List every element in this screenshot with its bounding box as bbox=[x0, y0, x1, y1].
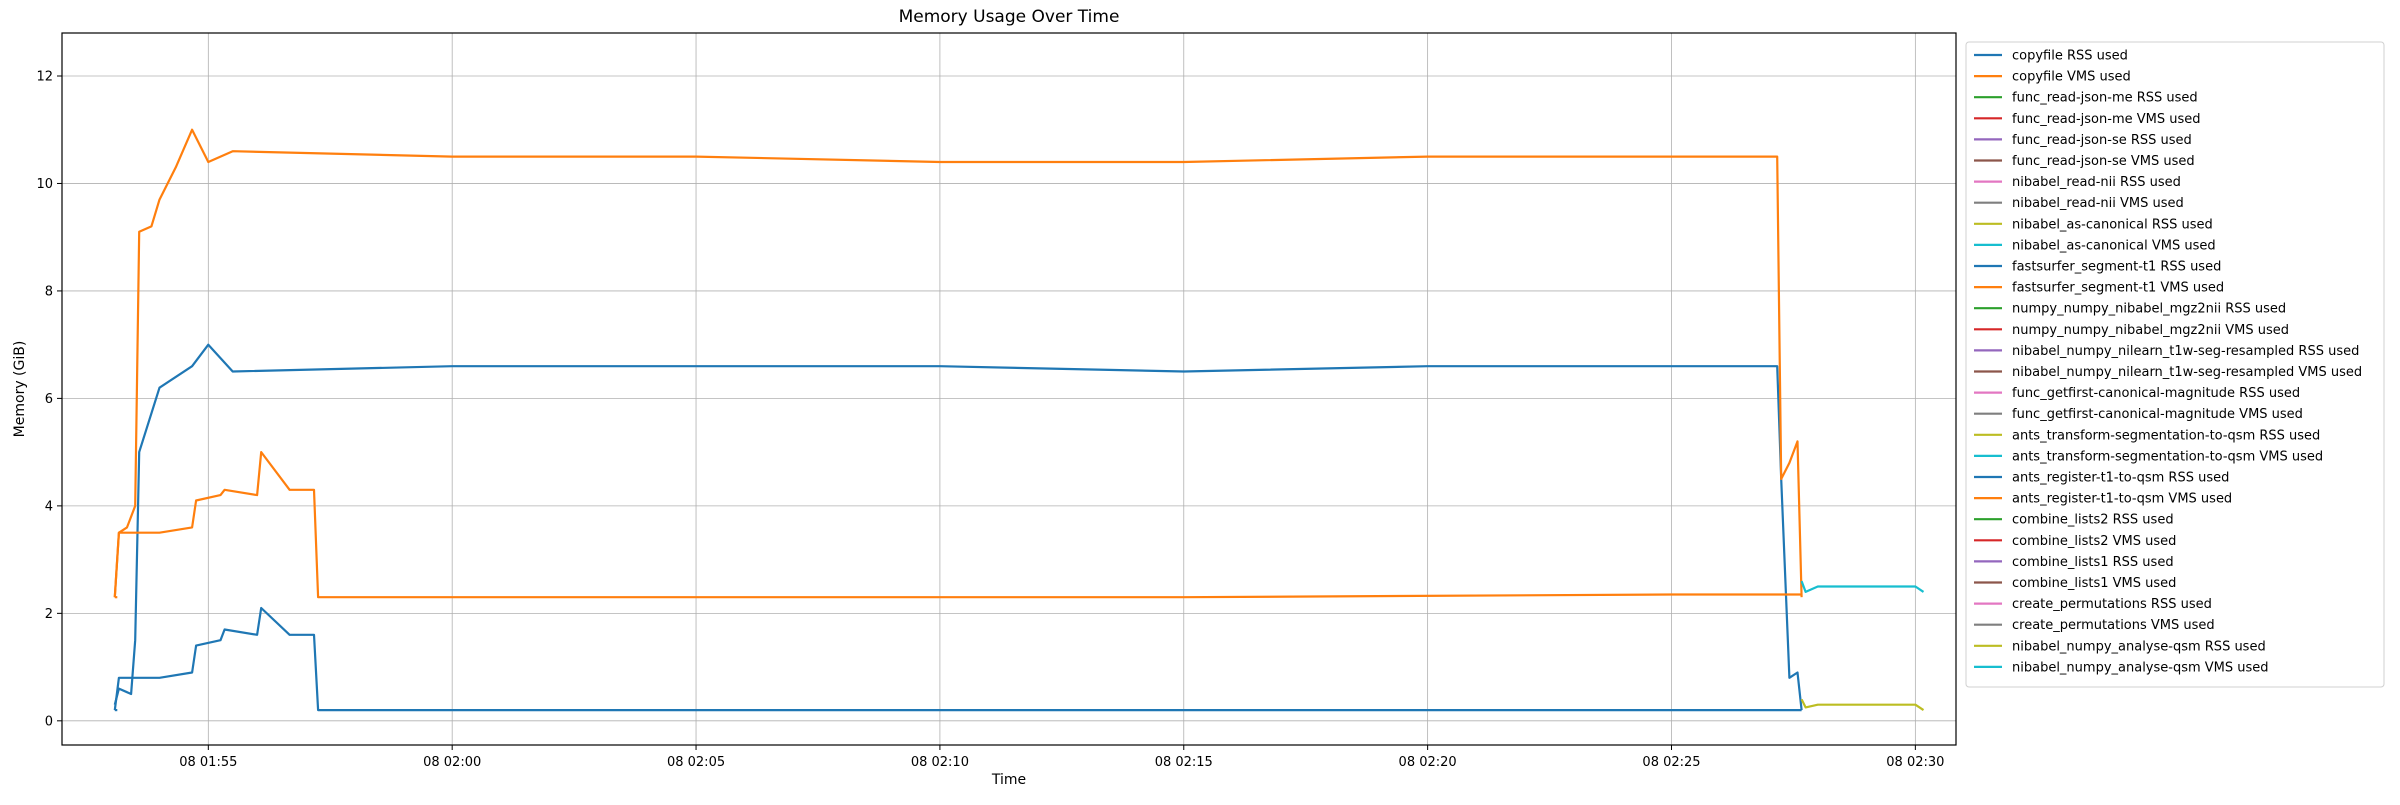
x-tick-label: 08 02:10 bbox=[911, 755, 969, 770]
legend-label: copyfile RSS used bbox=[2012, 49, 2128, 64]
legend-label: nibabel_as-canonical RSS used bbox=[2012, 217, 2213, 232]
legend-label: fastsurfer_segment-t1 VMS used bbox=[2012, 281, 2224, 296]
legend: copyfile RSS used copyfile VMS used func_r… bbox=[1965, 41, 2385, 688]
grid-lines bbox=[62, 33, 1956, 745]
legend-label: numpy_numpy_nibabel_mgz2nii RSS used bbox=[2012, 302, 2286, 317]
y-tick-label: 12 bbox=[36, 69, 53, 84]
x-tick-label: 08 02:20 bbox=[1399, 755, 1457, 770]
legend-label: ants_transform-segmentation-to-qsm VMS u… bbox=[2012, 449, 2323, 464]
legend-label: copyfile VMS used bbox=[2012, 70, 2131, 85]
x-tick-label: 08 02:25 bbox=[1642, 755, 1700, 770]
y-tick-label: 10 bbox=[36, 177, 53, 192]
series-line-28 bbox=[1800, 698, 1925, 712]
y-axis-ticks: 0 2 4 6 8 10 12 bbox=[36, 69, 62, 729]
x-tick-label: 08 01:55 bbox=[179, 755, 237, 770]
legend-label: combine_lists2 RSS used bbox=[2012, 513, 2174, 528]
y-tick-label: 0 bbox=[45, 714, 53, 729]
legend-label: create_permutations VMS used bbox=[2012, 618, 2215, 633]
x-tick-label: 08 02:00 bbox=[423, 755, 481, 770]
legend-label: ants_register-t1-to-qsm RSS used bbox=[2012, 471, 2229, 486]
plot-frame bbox=[61, 32, 1957, 746]
legend-box bbox=[1965, 41, 2385, 688]
y-tick-label: 6 bbox=[45, 392, 53, 407]
x-axis-ticks: 08 01:55 08 02:00 08 02:05 08 02:10 08 02:15… bbox=[179, 745, 1944, 770]
legend-label: nibabel_numpy_nilearn_t1w-seg-resampled … bbox=[2012, 344, 2359, 359]
legend-label: combine_lists1 VMS used bbox=[2012, 576, 2176, 591]
legend-label: numpy_numpy_nibabel_mgz2nii VMS used bbox=[2012, 323, 2289, 338]
series-line-21 bbox=[113, 451, 1802, 599]
legend-label: nibabel_numpy_analyse-qsm VMS used bbox=[2012, 660, 2269, 675]
legend-label: func_getfirst-canonical-magnitude VMS us… bbox=[2012, 407, 2303, 422]
legend-label: nibabel_numpy_nilearn_t1w-seg-resampled … bbox=[2012, 365, 2362, 380]
series-line-20 bbox=[113, 606, 1802, 712]
legend-label: nibabel_as-canonical VMS used bbox=[2012, 238, 2216, 253]
legend-label: combine_lists1 RSS used bbox=[2012, 555, 2174, 570]
y-tick-label: 2 bbox=[45, 607, 53, 622]
x-tick-label: 08 02:30 bbox=[1886, 755, 1944, 770]
y-tick-label: 8 bbox=[45, 284, 53, 299]
legend-label: fastsurfer_segment-t1 RSS used bbox=[2012, 260, 2221, 275]
legend-label: ants_register-t1-to-qsm VMS used bbox=[2012, 492, 2232, 507]
legend-label: nibabel_read-nii VMS used bbox=[2012, 196, 2184, 211]
x-tick-label: 08 02:15 bbox=[1155, 755, 1213, 770]
x-axis-label: Time bbox=[991, 772, 1026, 788]
legend-label: create_permutations RSS used bbox=[2012, 597, 2212, 612]
series-line-29 bbox=[1800, 580, 1925, 594]
y-tick-label: 4 bbox=[45, 499, 53, 514]
legend-label: func_read-json-se RSS used bbox=[2012, 133, 2192, 148]
y-axis-label: Memory (GiB) bbox=[12, 341, 28, 438]
legend-label: nibabel_numpy_analyse-qsm RSS used bbox=[2012, 639, 2266, 654]
legend-label: combine_lists2 VMS used bbox=[2012, 534, 2176, 549]
legend-label: func_getfirst-canonical-magnitude RSS us… bbox=[2012, 386, 2300, 401]
legend-label: func_read-json-se VMS used bbox=[2012, 154, 2195, 169]
series-line-11 bbox=[113, 128, 1803, 598]
legend-label: func_read-json-me VMS used bbox=[2012, 112, 2201, 127]
chart-title: Memory Usage Over Time bbox=[899, 7, 1120, 27]
x-tick-label: 08 02:05 bbox=[667, 755, 725, 770]
legend-label: func_read-json-me RSS used bbox=[2012, 91, 2198, 106]
legend-label: ants_transform-segmentation-to-qsm RSS u… bbox=[2012, 428, 2320, 443]
legend-label: nibabel_read-nii RSS used bbox=[2012, 175, 2181, 190]
series-lines bbox=[113, 128, 1925, 712]
